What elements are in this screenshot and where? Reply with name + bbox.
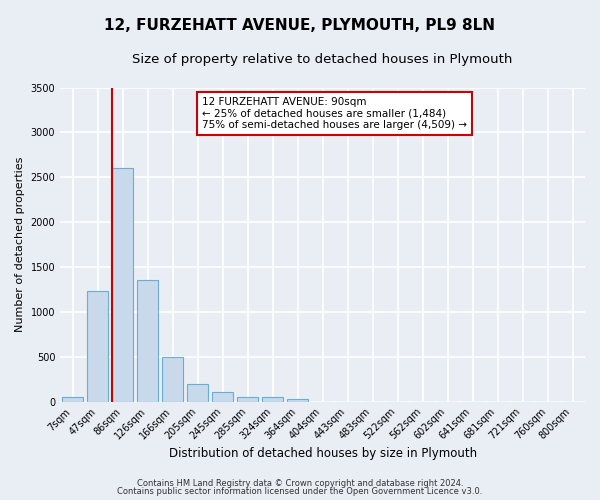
Bar [237,397,258,402]
Bar [62,397,83,402]
Text: Contains public sector information licensed under the Open Government Licence v3: Contains public sector information licen… [118,487,482,496]
Bar [187,384,208,402]
Bar [262,397,283,402]
Bar [87,291,108,402]
Text: Contains HM Land Registry data © Crown copyright and database right 2024.: Contains HM Land Registry data © Crown c… [137,478,463,488]
Bar [162,356,183,402]
Title: Size of property relative to detached houses in Plymouth: Size of property relative to detached ho… [133,52,513,66]
X-axis label: Distribution of detached houses by size in Plymouth: Distribution of detached houses by size … [169,447,476,460]
Y-axis label: Number of detached properties: Number of detached properties [15,157,25,332]
Text: 12, FURZEHATT AVENUE, PLYMOUTH, PL9 8LN: 12, FURZEHATT AVENUE, PLYMOUTH, PL9 8LN [104,18,496,32]
Bar [112,168,133,402]
Bar [137,280,158,402]
Bar [287,399,308,402]
Text: 12 FURZEHATT AVENUE: 90sqm
← 25% of detached houses are smaller (1,484)
75% of s: 12 FURZEHATT AVENUE: 90sqm ← 25% of deta… [202,97,467,130]
Bar [212,392,233,402]
